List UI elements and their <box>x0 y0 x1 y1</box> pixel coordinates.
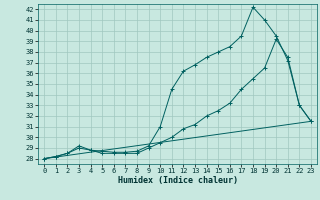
X-axis label: Humidex (Indice chaleur): Humidex (Indice chaleur) <box>118 176 238 185</box>
